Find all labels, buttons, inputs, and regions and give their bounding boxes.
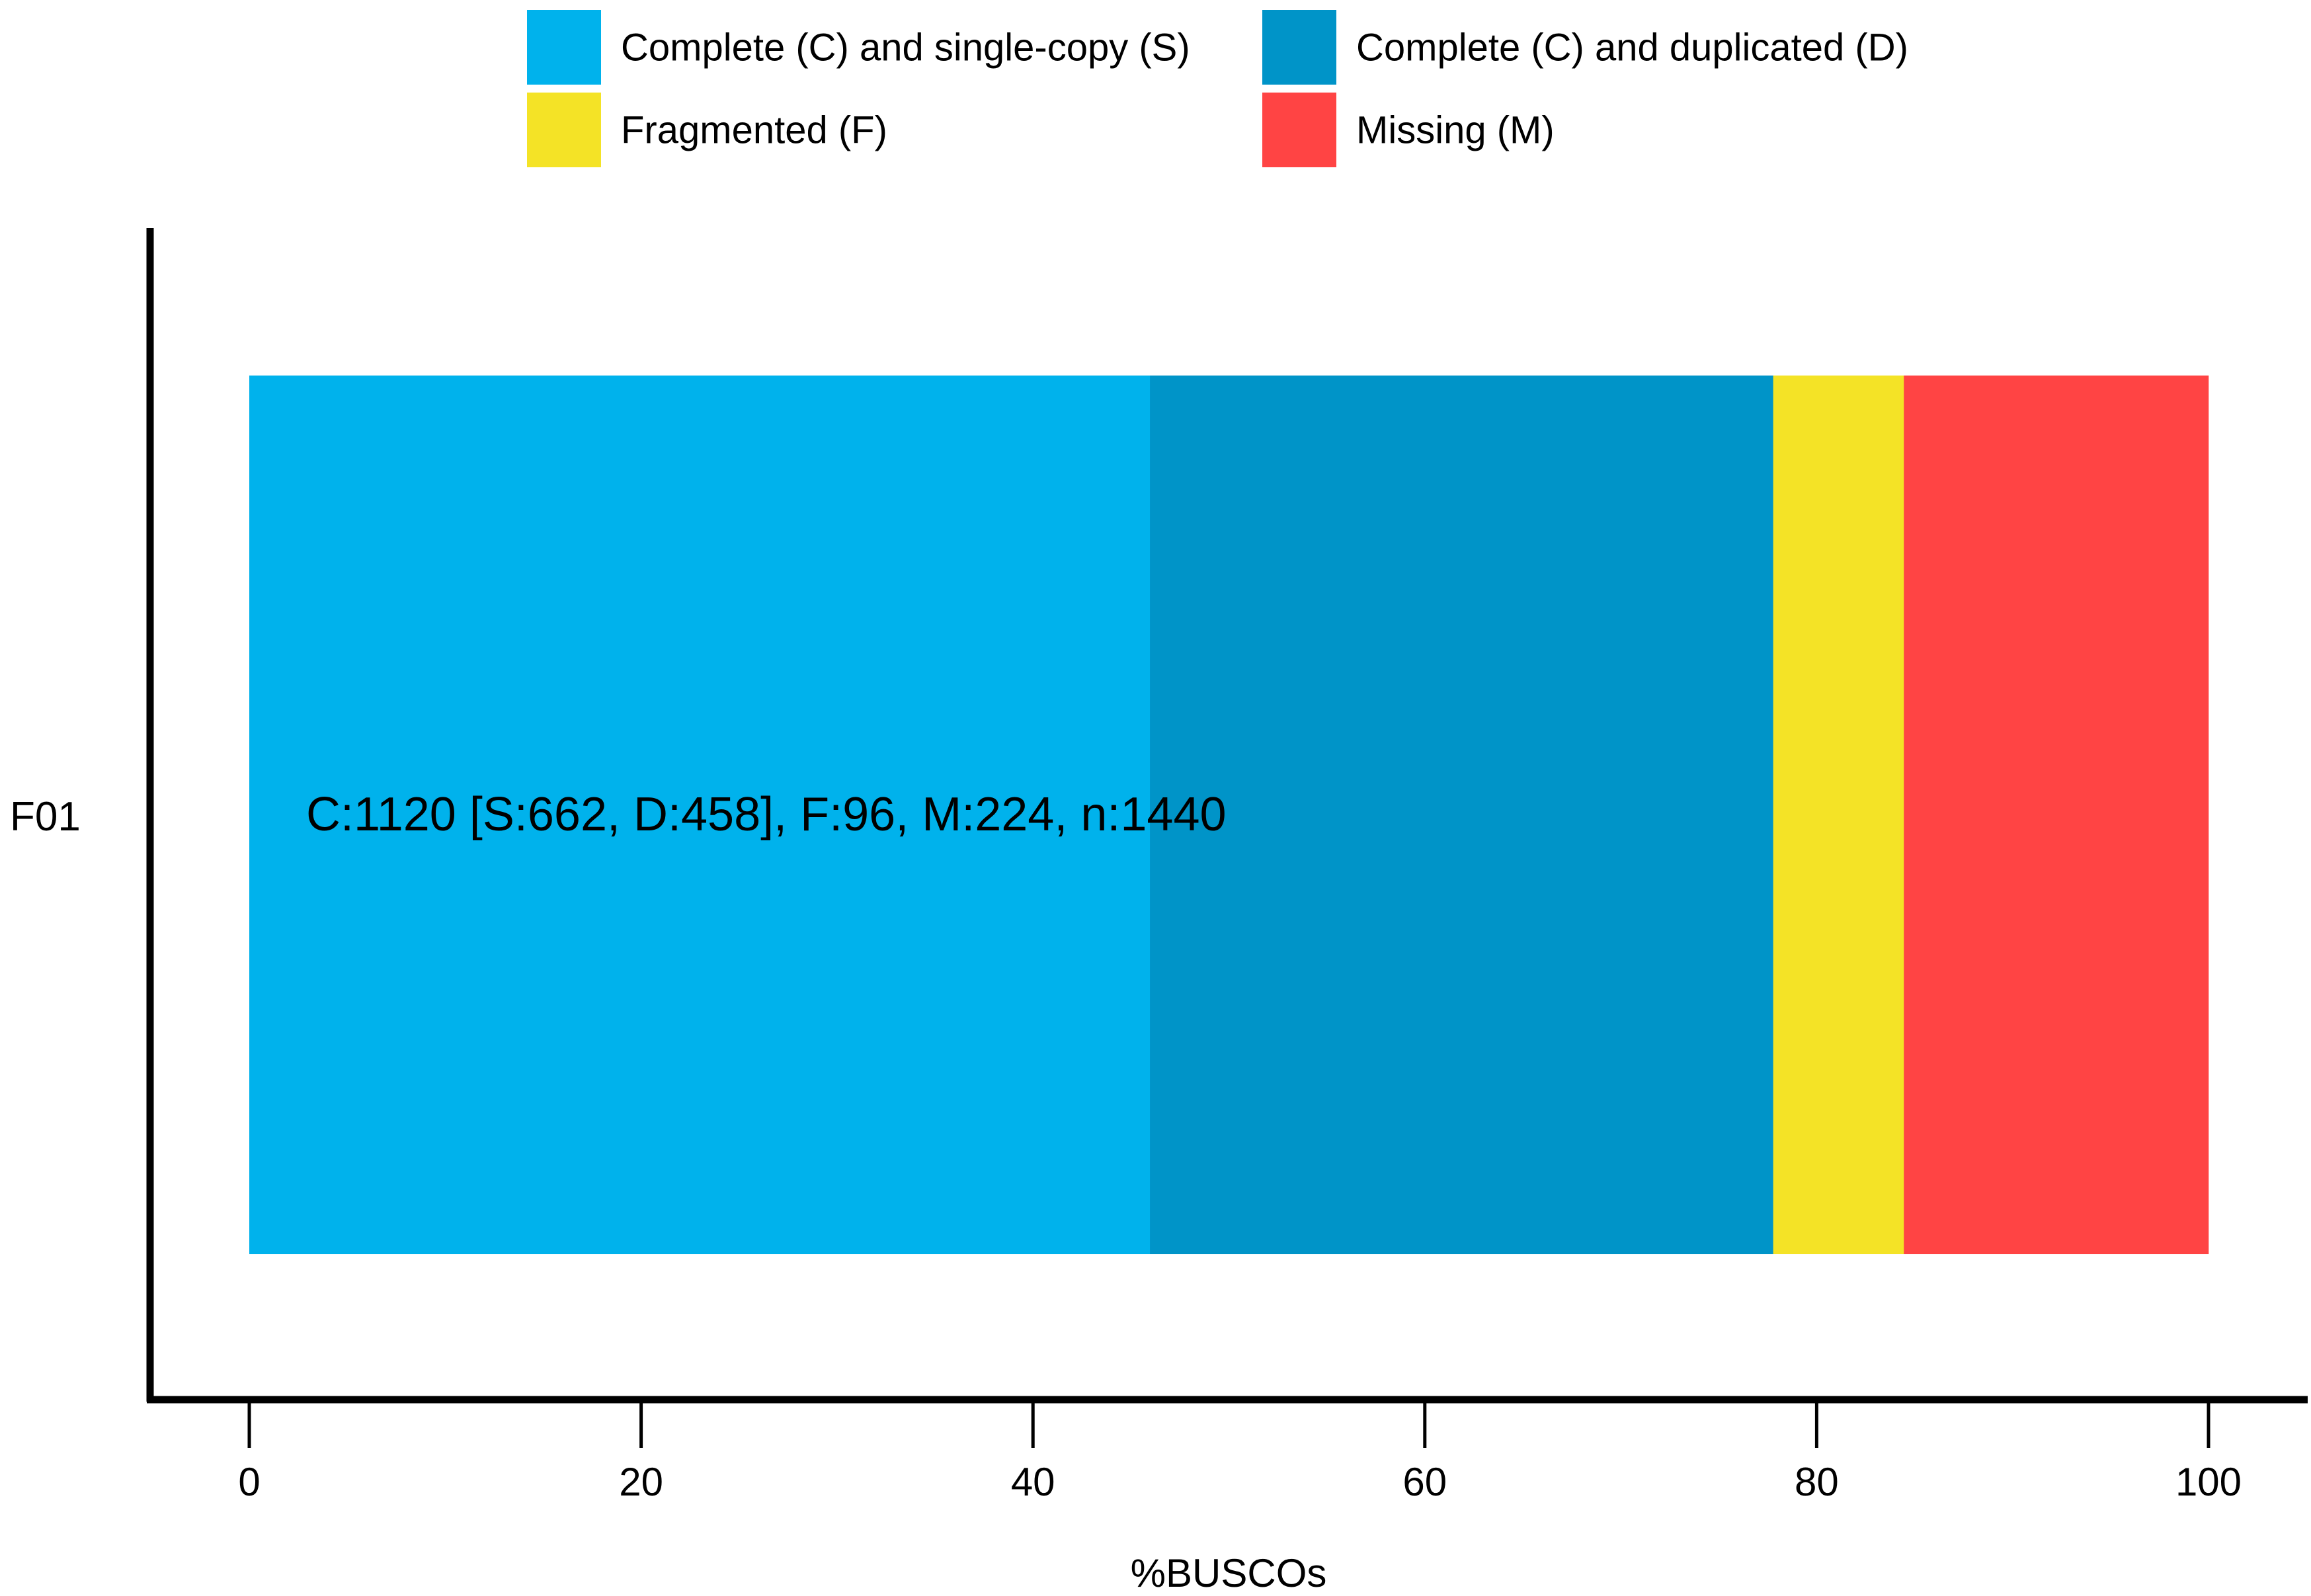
bar-segment-fragmented-f [1773, 376, 1905, 1254]
x-tick-label: 20 [619, 1460, 663, 1504]
legend-label: Missing (M) [1356, 109, 1555, 152]
x-tick-label: 40 [1011, 1460, 1055, 1504]
summary-label: C:1120 [S:662, D:458], F:96, M:224, n:14… [306, 788, 1227, 841]
category-label: F01 [10, 794, 81, 840]
legend-label: Complete (C) and duplicated (D) [1356, 26, 1908, 69]
legend-swatch-fragmented-f [527, 93, 601, 167]
axes [146, 228, 2308, 1404]
bar-stack [249, 376, 2209, 1254]
bar-segment-complete-c-and-duplicated-d [1150, 376, 1774, 1254]
legend-swatch-missing-m [1262, 93, 1336, 167]
x-tick-label: 80 [1795, 1460, 1839, 1504]
bar-segment-missing-m [1904, 376, 2209, 1254]
category-labels: F01 [10, 794, 81, 840]
legend: Complete (C) and single-copy (S) Complete… [527, 10, 1908, 167]
x-tick-label: 100 [2175, 1460, 2242, 1504]
bar-segment-complete-c-and-single-copy-s [249, 376, 1151, 1254]
legend-label: Complete (C) and single-copy (S) [621, 26, 1190, 69]
x-tick-label: 60 [1402, 1460, 1447, 1504]
legend-label: Fragmented (F) [621, 109, 887, 152]
x-axis-title: %BUSCOs [1131, 1551, 1327, 1595]
x-ticks: 0 20 40 60 80 100 [238, 1403, 2242, 1504]
legend-swatch-complete-c-and-duplicated-d [1262, 10, 1336, 85]
legend-swatch-complete-c-and-single-copy-s [527, 10, 601, 85]
x-tick-label: 0 [238, 1460, 260, 1504]
